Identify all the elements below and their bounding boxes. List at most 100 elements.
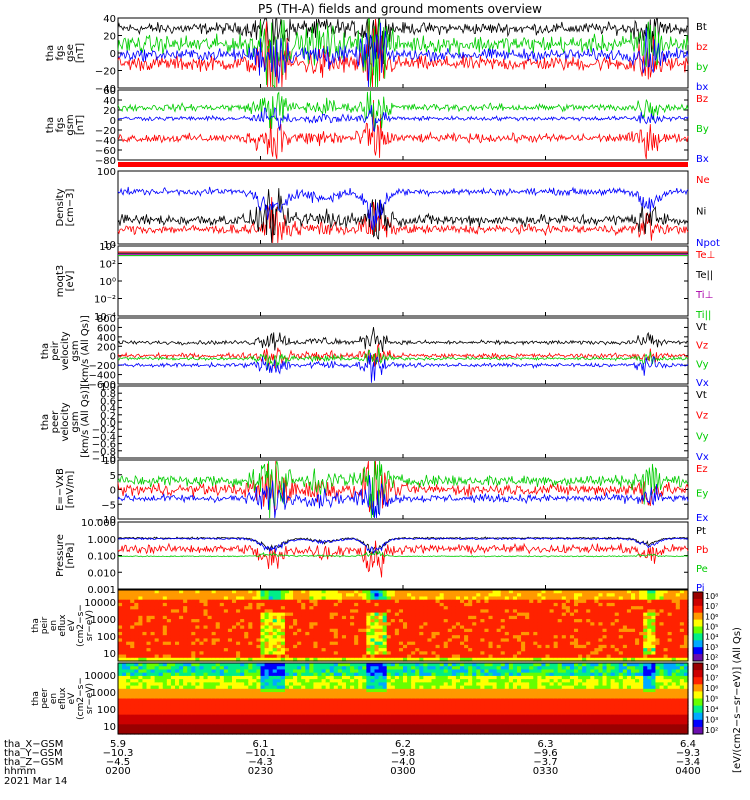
legend-entry: Te|| <box>695 270 713 281</box>
y-axis-label: fgs <box>55 117 66 132</box>
series-line-Bz <box>117 99 689 160</box>
x-axis-value: 0230 <box>248 766 273 777</box>
legend-entry: Npot <box>696 238 720 249</box>
legend-entry: Ni <box>696 207 706 218</box>
y-axis-label: gse <box>65 44 76 62</box>
y-tick-label: −400 <box>89 371 116 382</box>
legend-entry: Vz <box>696 411 708 422</box>
spectrogram-peir-en-eflux: 10000 1000 100 10 tha peir en eflux eV (cm2−s− sr−… <box>31 589 689 662</box>
series-line-Pe <box>117 550 689 558</box>
x-axis-row-label: 2021 Mar 14 <box>4 776 67 787</box>
legend-entry: Vy <box>696 359 709 370</box>
panel-frame <box>117 245 689 317</box>
x-axis-value: −10.1 <box>245 748 276 759</box>
x-axis-row-label: tha_Z−GSM <box>4 757 63 768</box>
legend-entry: Ne <box>696 175 710 186</box>
legend-entry: Ez <box>696 464 708 475</box>
y-axis-label: eV <box>67 692 77 705</box>
y-tick-label: −20 <box>95 67 116 78</box>
y-tick-label: 40 <box>103 14 116 25</box>
legend-entry: Vx <box>696 452 709 463</box>
y-axis-label: peir <box>40 616 50 634</box>
y-axis-label: [mV/m] <box>65 471 76 509</box>
x-axis-value: 0400 <box>675 766 700 777</box>
y-tick-label: 100 <box>97 167 116 178</box>
legend-entry: Vx <box>696 378 709 389</box>
y-tick-label: 0 <box>110 49 116 60</box>
colorbar-tick-label: 10³ <box>705 643 718 652</box>
colorbar-tick-label: 10² <box>705 653 718 662</box>
series-line-Pb <box>117 540 689 578</box>
panel-density: 100 10 Density [cm−3] Ne Ni Npot <box>55 167 720 251</box>
y-tick-label: 200 <box>97 342 116 353</box>
y-tick-label: 20 <box>103 32 116 43</box>
y-tick-label: −1.0 <box>92 454 116 465</box>
y-tick-label: −0.4 <box>92 432 116 443</box>
chart-title: P5 (TH-A) fields and ground moments over… <box>258 2 542 16</box>
y-axis-label: tha <box>45 45 56 61</box>
y-tick-label: 10⁰ <box>99 277 116 288</box>
panel-frame <box>117 89 689 161</box>
y-tick-label: 400 <box>97 333 116 344</box>
y-tick-label: 10² <box>99 260 116 271</box>
y-axis-label: tha <box>40 343 51 359</box>
panel-pressure: 10.000 1.000 0.100 0.010 0.001 Pressure [nPa] P… <box>55 518 708 596</box>
colorbar-tick-label: 10⁵ <box>705 623 718 632</box>
y-axis-label: Pressure <box>55 534 66 577</box>
y-axis-label: [nPa] <box>65 542 76 568</box>
x-axis-value: −3.4 <box>676 757 700 768</box>
y-tick-label: 1.000 <box>87 535 116 546</box>
y-tick-label: 40 <box>103 96 116 107</box>
y-tick-label: 10 <box>103 722 116 733</box>
legend-entry: Pe <box>696 564 708 575</box>
y-axis-label: [nT] <box>75 115 86 135</box>
y-axis-label: tha <box>45 117 56 133</box>
y-axis-label: [km/s (All Qs)] <box>80 386 91 458</box>
y-axis-label: E=−VxB <box>55 468 66 511</box>
y-tick-label: −0.6 <box>92 440 116 451</box>
y-tick-label: 0 <box>110 116 116 127</box>
y-tick-label: 0.4 <box>100 404 116 415</box>
x-axis-row-label: tha_X−GSM <box>4 739 63 750</box>
x-axis-value: −9.8 <box>391 748 415 759</box>
y-tick-label: 600 <box>97 323 116 334</box>
y-tick-label: 20 <box>103 106 116 117</box>
y-tick-label: 10000 <box>84 671 116 682</box>
colorbar-tick-label: 10⁴ <box>705 705 718 714</box>
y-tick-label: 10 <box>103 649 116 660</box>
x-axis-value: 6.4 <box>680 739 696 750</box>
y-axis-label: peer <box>50 410 61 434</box>
y-tick-label: −40 <box>95 136 116 147</box>
y-tick-label: 1000 <box>91 615 116 626</box>
y-axis-label: tha <box>40 414 51 430</box>
y-tick-label: −0.2 <box>92 425 116 436</box>
colorbar-tick-label: 10⁷ <box>705 674 718 683</box>
x-axis-value: −4.0 <box>391 757 415 768</box>
series-line-Ne <box>117 197 689 244</box>
y-axis-label: (cm2−s− <box>76 604 86 647</box>
colorbar-tick-label: 10³ <box>705 716 718 725</box>
legend-entry: bz <box>696 42 708 53</box>
x-axis-value: −3.7 <box>533 757 557 768</box>
x-axis-row-label: hhmm <box>4 766 36 777</box>
y-tick-label: 0 <box>110 486 116 497</box>
series-line-Vy <box>117 347 689 370</box>
y-axis-label: fgs <box>55 45 66 60</box>
series-line-bz <box>117 18 689 88</box>
x-axis-value: 6.3 <box>538 739 554 750</box>
legend-entry: Ey <box>696 489 708 500</box>
series-line-Bt <box>117 18 689 68</box>
y-tick-label: −200 <box>89 361 116 372</box>
y-tick-label: −10 <box>95 515 116 526</box>
colorbar-tick-label: 10⁸ <box>705 592 718 601</box>
y-tick-label: 0.0 <box>100 418 116 429</box>
y-axis-label: en <box>49 693 59 704</box>
y-axis-label: tha <box>31 618 41 633</box>
y-tick-label: −600 <box>89 380 116 391</box>
y-tick-label: −80 <box>95 156 116 167</box>
